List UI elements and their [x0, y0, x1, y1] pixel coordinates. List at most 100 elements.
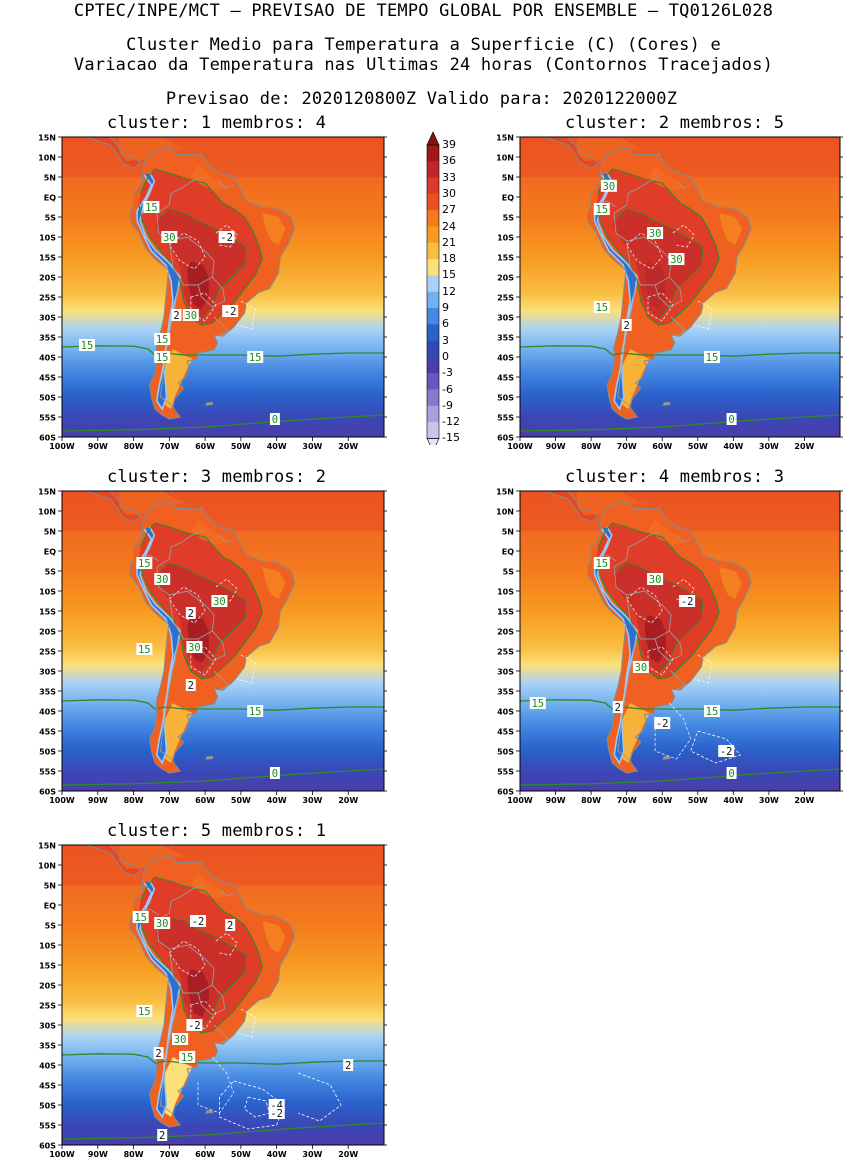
country-border: [213, 670, 230, 691]
latitude-label: 15N: [496, 134, 514, 143]
variation-contour-label: -2: [268, 1107, 285, 1120]
svg-text:2: 2: [615, 702, 621, 714]
temperature-contour-label: 30: [632, 661, 649, 674]
panel-5-title: cluster: 5 membros: 1: [107, 821, 327, 841]
variation-contour-label: -2: [218, 231, 235, 244]
latitude-label: 5N: [502, 528, 514, 537]
longitude-label: 60W: [652, 442, 672, 450]
latitude-label: 20S: [39, 628, 56, 637]
colorbar-swatch: [427, 356, 439, 374]
colorbar-label: 39: [442, 138, 456, 151]
longitude-label: 40W: [267, 442, 287, 450]
central-america-land: [62, 137, 141, 169]
colorbar-label: -15: [442, 431, 460, 445]
longitude-label: 60W: [195, 442, 215, 450]
map-frame: [519, 136, 841, 438]
map-frame: [519, 490, 841, 792]
latitude-label: 45S: [497, 374, 514, 383]
patagonia-region: [622, 349, 650, 409]
contour-0: [62, 414, 384, 432]
colorbar-label: 3: [442, 333, 449, 347]
contour-15: [520, 699, 840, 711]
longitude-label: 70W: [617, 796, 637, 804]
colorbar-label: -9: [442, 398, 453, 412]
svg-text:-2: -2: [720, 746, 733, 758]
variation-contour-label: 2: [171, 309, 182, 322]
country-border: [676, 534, 691, 543]
temperature-contour-label: 30: [600, 179, 617, 193]
panel-1-map: 15 30 -2 2 30 -2 15 15 15 15 0 15N 10N 5N EQ 5S 10S 15S 20…: [38, 134, 387, 450]
variation-contour-label: 2: [157, 1129, 168, 1142]
temperature-contour-label: 15: [154, 351, 171, 364]
colorbar-swatch: [427, 242, 439, 260]
latitude-label: 35S: [497, 688, 514, 697]
svg-text:30: 30: [213, 596, 226, 608]
latitude-label: 55S: [497, 768, 514, 777]
latitude-label: 5N: [44, 882, 56, 891]
svg-text:2: 2: [227, 920, 233, 932]
svg-text:2: 2: [173, 310, 179, 322]
latitude-label: 15N: [38, 134, 56, 143]
latitude-label: 30S: [39, 1022, 56, 1031]
svg-text:15: 15: [595, 204, 608, 216]
latitude-label: 55S: [39, 1122, 56, 1131]
latitude-label: EQ: [44, 548, 56, 557]
variation-contour-label: -2: [186, 1019, 203, 1032]
latitude-label: 50S: [497, 748, 514, 757]
colorbar-label: 15: [442, 268, 456, 282]
map-frame: [61, 136, 385, 438]
temperature-contour-label: 30: [172, 1033, 189, 1046]
colorbar-label: 0: [442, 349, 449, 363]
colorbar-arrow-bottom: [426, 438, 440, 445]
latitude-label: 5N: [502, 174, 514, 183]
latitude-label: 60S: [39, 434, 56, 443]
country-border: [159, 638, 179, 761]
latitude-label: 25S: [39, 1002, 56, 1011]
svg-text:0: 0: [272, 768, 278, 780]
temperature-contour-label: 30: [182, 309, 199, 322]
longitude-label: 50W: [231, 796, 251, 804]
svg-text:15: 15: [531, 698, 544, 710]
central-america-land: [520, 491, 599, 523]
temperature-contour-label: 15: [593, 203, 610, 216]
country-border: [156, 176, 204, 242]
country-border: [219, 888, 234, 897]
latitude-label: 50S: [39, 1102, 56, 1111]
latitude-label: EQ: [502, 548, 514, 557]
temperature-contour-label: 30: [647, 573, 664, 586]
svg-text:15: 15: [706, 352, 719, 364]
longitude-label: 50W: [231, 1150, 251, 1158]
svg-text:-2: -2: [270, 1108, 283, 1120]
latitude-label: 5N: [44, 174, 56, 183]
subtitle-line-2: Variacao da Temperatura nas Ultimas 24 h…: [73, 55, 774, 75]
latitude-label: 55S: [39, 768, 56, 777]
latitude-label: 5N: [44, 528, 56, 537]
longitude-label: 60W: [195, 796, 215, 804]
patagonia-region: [165, 349, 193, 409]
variation-contour: [168, 940, 206, 978]
svg-text:0: 0: [272, 414, 278, 426]
country-border: [159, 992, 179, 1115]
contour-0: [520, 768, 840, 786]
latitude-label: 5S: [503, 568, 515, 577]
map-frame: [61, 490, 385, 792]
colorbar-label: -6: [442, 382, 453, 396]
longitude-label: 30W: [302, 442, 322, 450]
subtitle-line-1: Cluster Medio para Temperatura a Superfi…: [126, 35, 721, 55]
longitude-label: 20W: [794, 796, 814, 804]
svg-text:-2: -2: [188, 1020, 201, 1032]
longitude-label: 30W: [302, 796, 322, 804]
colorbar-label: 21: [442, 235, 456, 249]
longitude-label: 90W: [88, 1150, 108, 1158]
temperature-contour-label: 15: [132, 911, 149, 924]
svg-text:30: 30: [184, 310, 197, 322]
country-border: [219, 180, 234, 189]
latitude-label: 20S: [39, 982, 56, 991]
svg-text:15: 15: [595, 302, 608, 314]
latitude-label: 25S: [39, 648, 56, 657]
svg-text:2: 2: [345, 1060, 351, 1072]
latitude-label: 60S: [497, 434, 514, 443]
longitude-label: 70W: [617, 442, 637, 450]
temperature-contour-label: 30: [161, 231, 178, 244]
variation-contour: [297, 1072, 342, 1122]
